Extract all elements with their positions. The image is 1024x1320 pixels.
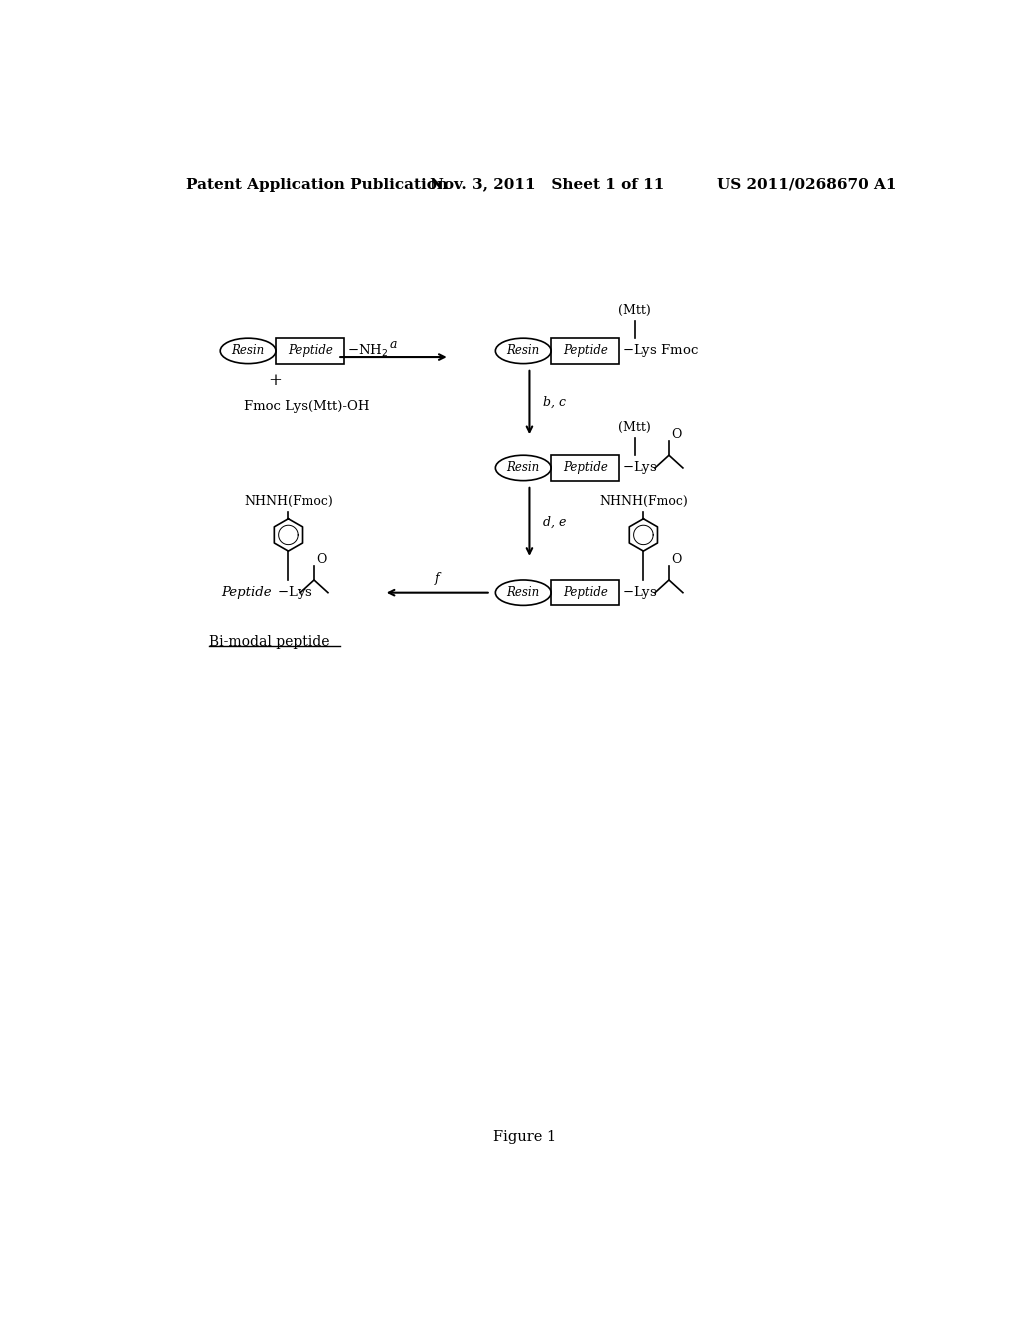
Text: $-$Lys: $-$Lys [273, 585, 312, 601]
Text: (Mtt): (Mtt) [618, 304, 651, 317]
Text: Patent Application Publication: Patent Application Publication [186, 178, 449, 191]
Text: Fmoc Lys(Mtt)-OH: Fmoc Lys(Mtt)-OH [245, 400, 370, 413]
Text: Nov. 3, 2011   Sheet 1 of 11: Nov. 3, 2011 Sheet 1 of 11 [430, 178, 665, 191]
Text: Bi-modal peptide: Bi-modal peptide [209, 635, 330, 649]
Text: Figure 1: Figure 1 [494, 1130, 556, 1144]
Text: +: + [268, 372, 283, 388]
Text: Peptide: Peptide [563, 345, 607, 358]
Text: Peptide: Peptide [221, 586, 271, 599]
Text: NHNH(Fmoc): NHNH(Fmoc) [244, 495, 333, 508]
Text: Resin: Resin [507, 586, 540, 599]
Text: O: O [672, 553, 682, 566]
Text: $-$Lys Fmoc: $-$Lys Fmoc [623, 342, 699, 359]
Text: O: O [316, 553, 327, 566]
Text: (Mtt): (Mtt) [618, 421, 651, 434]
Text: Peptide: Peptide [563, 462, 607, 474]
Text: a: a [390, 338, 397, 351]
Text: $-$Lys: $-$Lys [623, 459, 658, 477]
Text: Resin: Resin [231, 345, 265, 358]
Text: Peptide: Peptide [288, 345, 333, 358]
Text: Resin: Resin [507, 462, 540, 474]
Text: $-$NH$_2$: $-$NH$_2$ [347, 343, 388, 359]
Text: Peptide: Peptide [563, 586, 607, 599]
Text: $-$Lys: $-$Lys [623, 585, 658, 601]
Text: d, e: d, e [544, 515, 566, 528]
Text: US 2011/0268670 A1: US 2011/0268670 A1 [717, 178, 896, 191]
Text: O: O [672, 428, 682, 441]
Text: NHNH(Fmoc): NHNH(Fmoc) [599, 495, 688, 508]
Text: b, c: b, c [544, 396, 566, 409]
Text: f: f [435, 572, 439, 585]
Text: Resin: Resin [507, 345, 540, 358]
